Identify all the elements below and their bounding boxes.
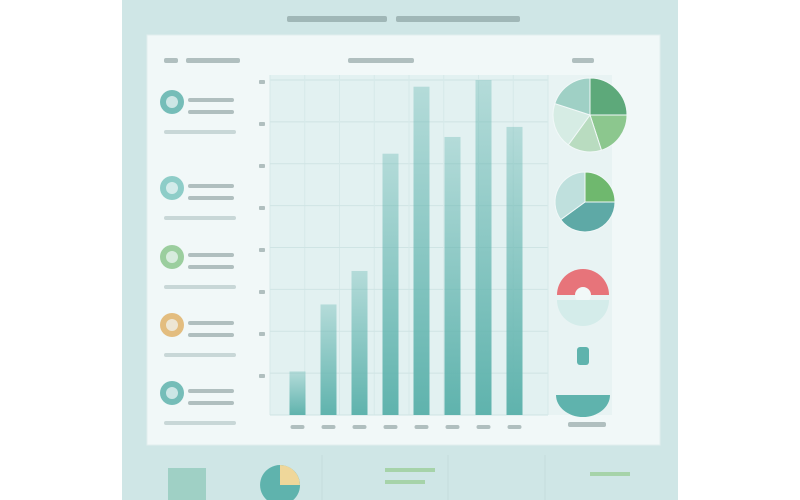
pie-slice <box>552 102 591 146</box>
bar <box>351 270 368 415</box>
bar <box>444 136 461 415</box>
illegible-text <box>188 253 234 257</box>
illegible-text <box>445 425 460 429</box>
icon-inner <box>166 251 178 263</box>
pie-slice <box>589 77 628 116</box>
illegible-text <box>259 164 265 168</box>
illegible-text <box>259 122 265 126</box>
header-text <box>164 58 594 63</box>
illegible-text <box>259 206 265 210</box>
bar <box>413 86 430 415</box>
left-list <box>160 90 236 425</box>
pie-slice <box>554 77 591 116</box>
illegible-text <box>188 401 234 405</box>
illegible-text <box>188 110 234 114</box>
illegible-text <box>476 425 491 429</box>
illegible-text <box>321 425 336 429</box>
illegible-text <box>259 248 265 252</box>
title-text <box>287 16 520 22</box>
bar <box>475 80 492 415</box>
illegible-text <box>352 425 367 429</box>
bottom-strip <box>168 455 630 500</box>
illegible-text <box>164 285 236 289</box>
illegible-text <box>507 425 522 429</box>
decor-donuts <box>556 269 610 427</box>
illegible-text <box>164 421 236 425</box>
illegible-text <box>188 265 234 269</box>
illegible-text <box>259 290 265 294</box>
illegible-text <box>188 196 234 200</box>
illegible-text <box>188 184 234 188</box>
illegible-text <box>259 80 265 84</box>
illegible-text <box>414 425 429 429</box>
illegible-text <box>188 321 234 325</box>
illegible-text <box>290 425 305 429</box>
illegible-text <box>164 216 236 220</box>
bar <box>320 304 337 415</box>
illegible-text <box>164 353 236 357</box>
icon-inner <box>166 387 178 399</box>
illegible-text <box>188 98 234 102</box>
illegible-text <box>164 130 236 134</box>
pie-slice <box>584 171 616 203</box>
bar <box>289 371 306 415</box>
icon-inner <box>166 96 178 108</box>
illegible-text <box>188 389 234 393</box>
bar <box>382 153 399 415</box>
pie-slice <box>589 114 628 151</box>
illegible-text <box>259 374 265 378</box>
illegible-text <box>259 332 265 336</box>
illegible-text <box>188 333 234 337</box>
icon-inner <box>166 182 178 194</box>
icon-inner <box>166 319 178 331</box>
pie-slice <box>554 171 586 221</box>
illegible-text <box>383 425 398 429</box>
bar <box>506 126 523 416</box>
pie-slice <box>560 201 616 233</box>
